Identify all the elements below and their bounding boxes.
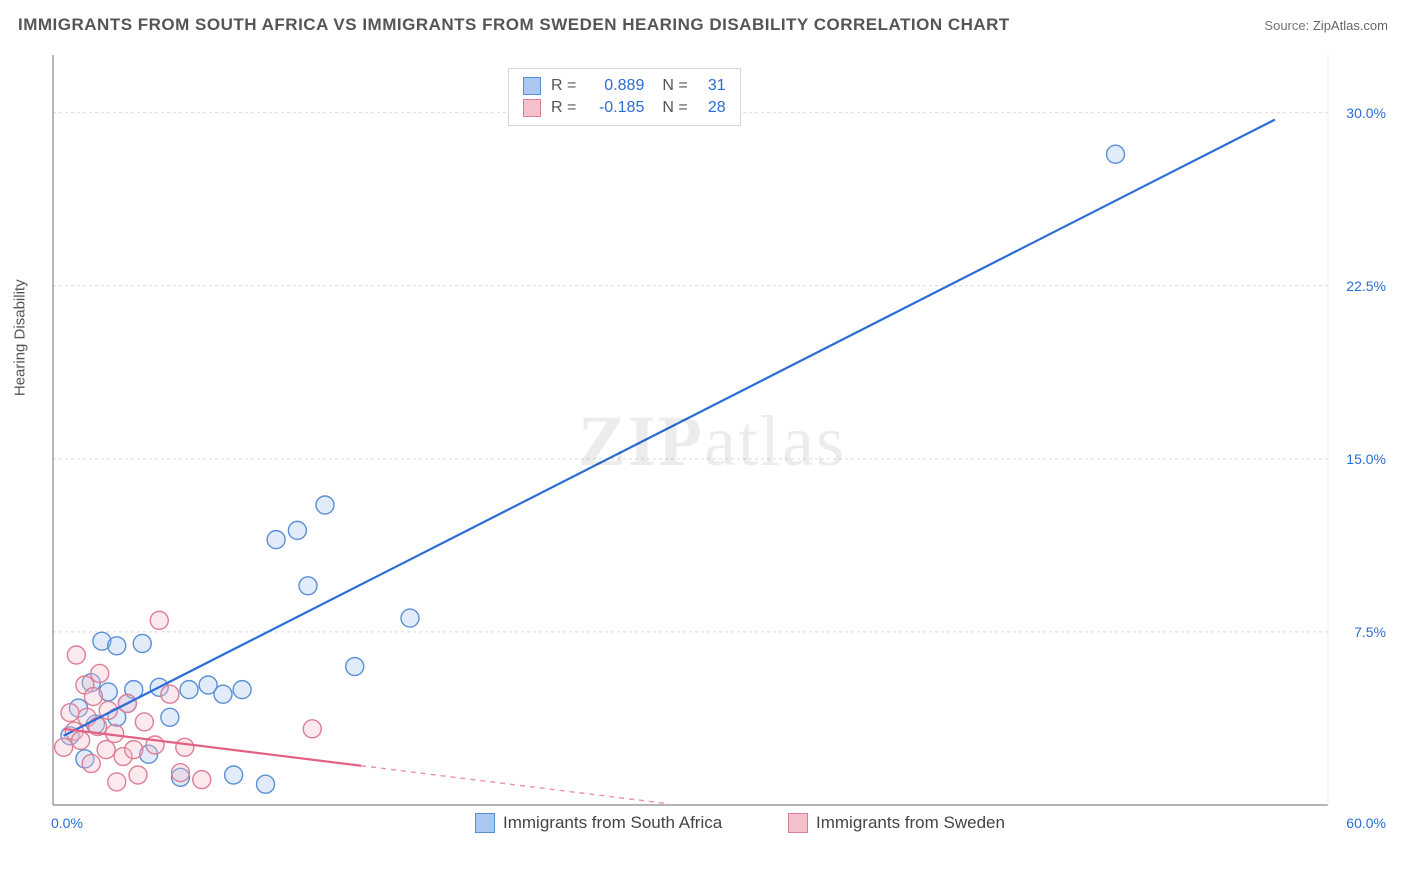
r-label: R = xyxy=(551,97,576,119)
y-axis-label: Hearing Disability xyxy=(12,279,29,396)
source-value: ZipAtlas.com xyxy=(1313,18,1388,33)
n-label: N = xyxy=(662,75,687,97)
chart-plot-area: ZIPatlas 7.5% 15.0% 22.5% 30.0% 0.0% 60.0% R =… xyxy=(48,50,1388,840)
swatch-icon xyxy=(523,99,541,117)
source-label: Source: xyxy=(1264,18,1309,33)
y-tick-label: 15.0% xyxy=(1346,451,1386,467)
source-attribution: Source: ZipAtlas.com xyxy=(1264,18,1388,33)
correlation-row: R = 0.889 N = 31 xyxy=(523,75,726,97)
swatch-icon xyxy=(788,813,808,833)
r-value: -0.185 xyxy=(586,97,644,119)
swatch-icon xyxy=(475,813,495,833)
x-origin-label: 0.0% xyxy=(51,815,83,831)
series-legend-item: Immigrants from South Africa xyxy=(475,813,722,833)
y-tick-label: 30.0% xyxy=(1346,105,1386,121)
n-label: N = xyxy=(662,97,687,119)
n-value: 28 xyxy=(698,97,726,119)
r-label: R = xyxy=(551,75,576,97)
series-legend-item: Immigrants from Sweden xyxy=(788,813,1005,833)
correlation-legend: R = 0.889 N = 31 R = -0.185 N = 28 xyxy=(508,68,741,126)
x-max-label: 60.0% xyxy=(1346,815,1386,831)
y-tick-label: 22.5% xyxy=(1346,278,1386,294)
page-title: IMMIGRANTS FROM SOUTH AFRICA VS IMMIGRAN… xyxy=(18,15,1010,35)
watermark: ZIPatlas xyxy=(578,400,846,483)
legend-label: Immigrants from Sweden xyxy=(816,813,1005,833)
swatch-icon xyxy=(523,77,541,95)
r-value: 0.889 xyxy=(586,75,644,97)
legend-label: Immigrants from South Africa xyxy=(503,813,722,833)
y-tick-label: 7.5% xyxy=(1354,624,1386,640)
n-value: 31 xyxy=(698,75,726,97)
correlation-row: R = -0.185 N = 28 xyxy=(523,97,726,119)
